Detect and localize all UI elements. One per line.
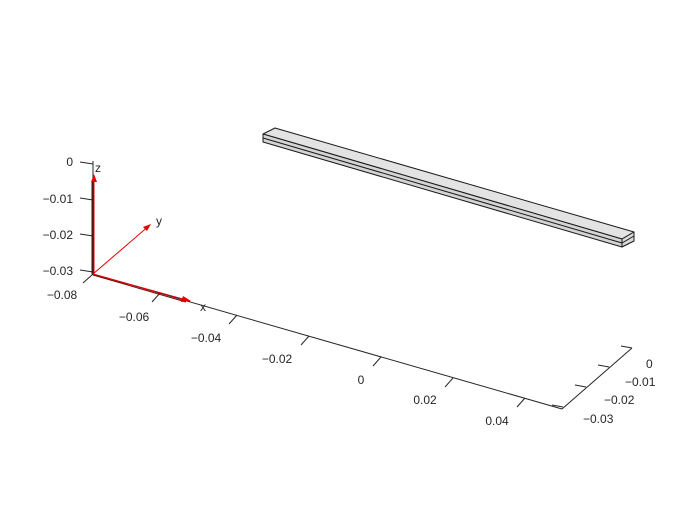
x-tick-5 — [444, 377, 454, 388]
triad-x-label: x — [200, 300, 206, 314]
z-tick-label-3: −0.03 — [43, 264, 74, 278]
y-tick-label-1: −0.01 — [625, 375, 656, 389]
x-tick-label-2: −0.04 — [191, 331, 222, 345]
x-tick-label-5: 0.02 — [413, 393, 437, 407]
y-tick-1 — [597, 364, 610, 368]
y-axis-line — [561, 347, 633, 410]
y-axis: 0 −0.01 −0.02 −0.03 — [551, 345, 656, 426]
y-tick-3 — [551, 404, 564, 408]
z-tick-2 — [79, 233, 94, 237]
beam — [262, 127, 635, 248]
triad-x-shadow — [92, 274, 187, 303]
z-tick-3 — [79, 269, 94, 273]
z-tick-label-0: 0 — [66, 155, 73, 169]
x-tick-4 — [372, 356, 382, 367]
x-axis-line — [92, 273, 563, 410]
triad-y-label: y — [156, 214, 162, 228]
triad-z-label: z — [95, 161, 101, 175]
x-tick-label-0: −0.08 — [47, 288, 78, 302]
y-tick-label-3: −0.03 — [583, 412, 614, 426]
x-tick-label-1: −0.06 — [119, 310, 150, 324]
triad-y-arrowhead — [143, 224, 151, 231]
z-tick-0 — [79, 161, 94, 165]
triad-x-arrowhead — [181, 296, 191, 302]
z-tick-label-2: −0.02 — [43, 228, 74, 242]
y-tick-label-0: 0 — [646, 357, 653, 371]
coordinate-triad: x y z — [91, 161, 206, 314]
triad-z-arrowhead — [91, 174, 97, 182]
x-tick-label-6: 0.04 — [485, 414, 509, 428]
x-tick-3 — [300, 335, 310, 346]
z-tick-label-1: −0.01 — [43, 192, 74, 206]
x-tick-2 — [228, 314, 238, 325]
y-tick-0 — [620, 345, 633, 349]
x-tick-label-3: −0.02 — [262, 352, 293, 366]
x-tick-label-4: 0 — [358, 373, 365, 387]
y-tick-2 — [574, 384, 587, 388]
triad-y-axis — [92, 224, 151, 275]
z-axis: 0 −0.01 −0.02 −0.03 — [43, 155, 94, 278]
beam-end-layer-line — [621, 235, 635, 244]
z-tick-1 — [79, 197, 94, 201]
y-tick-label-2: −0.02 — [604, 393, 635, 407]
x-tick-6 — [516, 397, 526, 408]
x-tick-0 — [82, 273, 94, 284]
triad-x-axis — [92, 273, 191, 302]
beam-layer-line — [262, 137, 623, 244]
